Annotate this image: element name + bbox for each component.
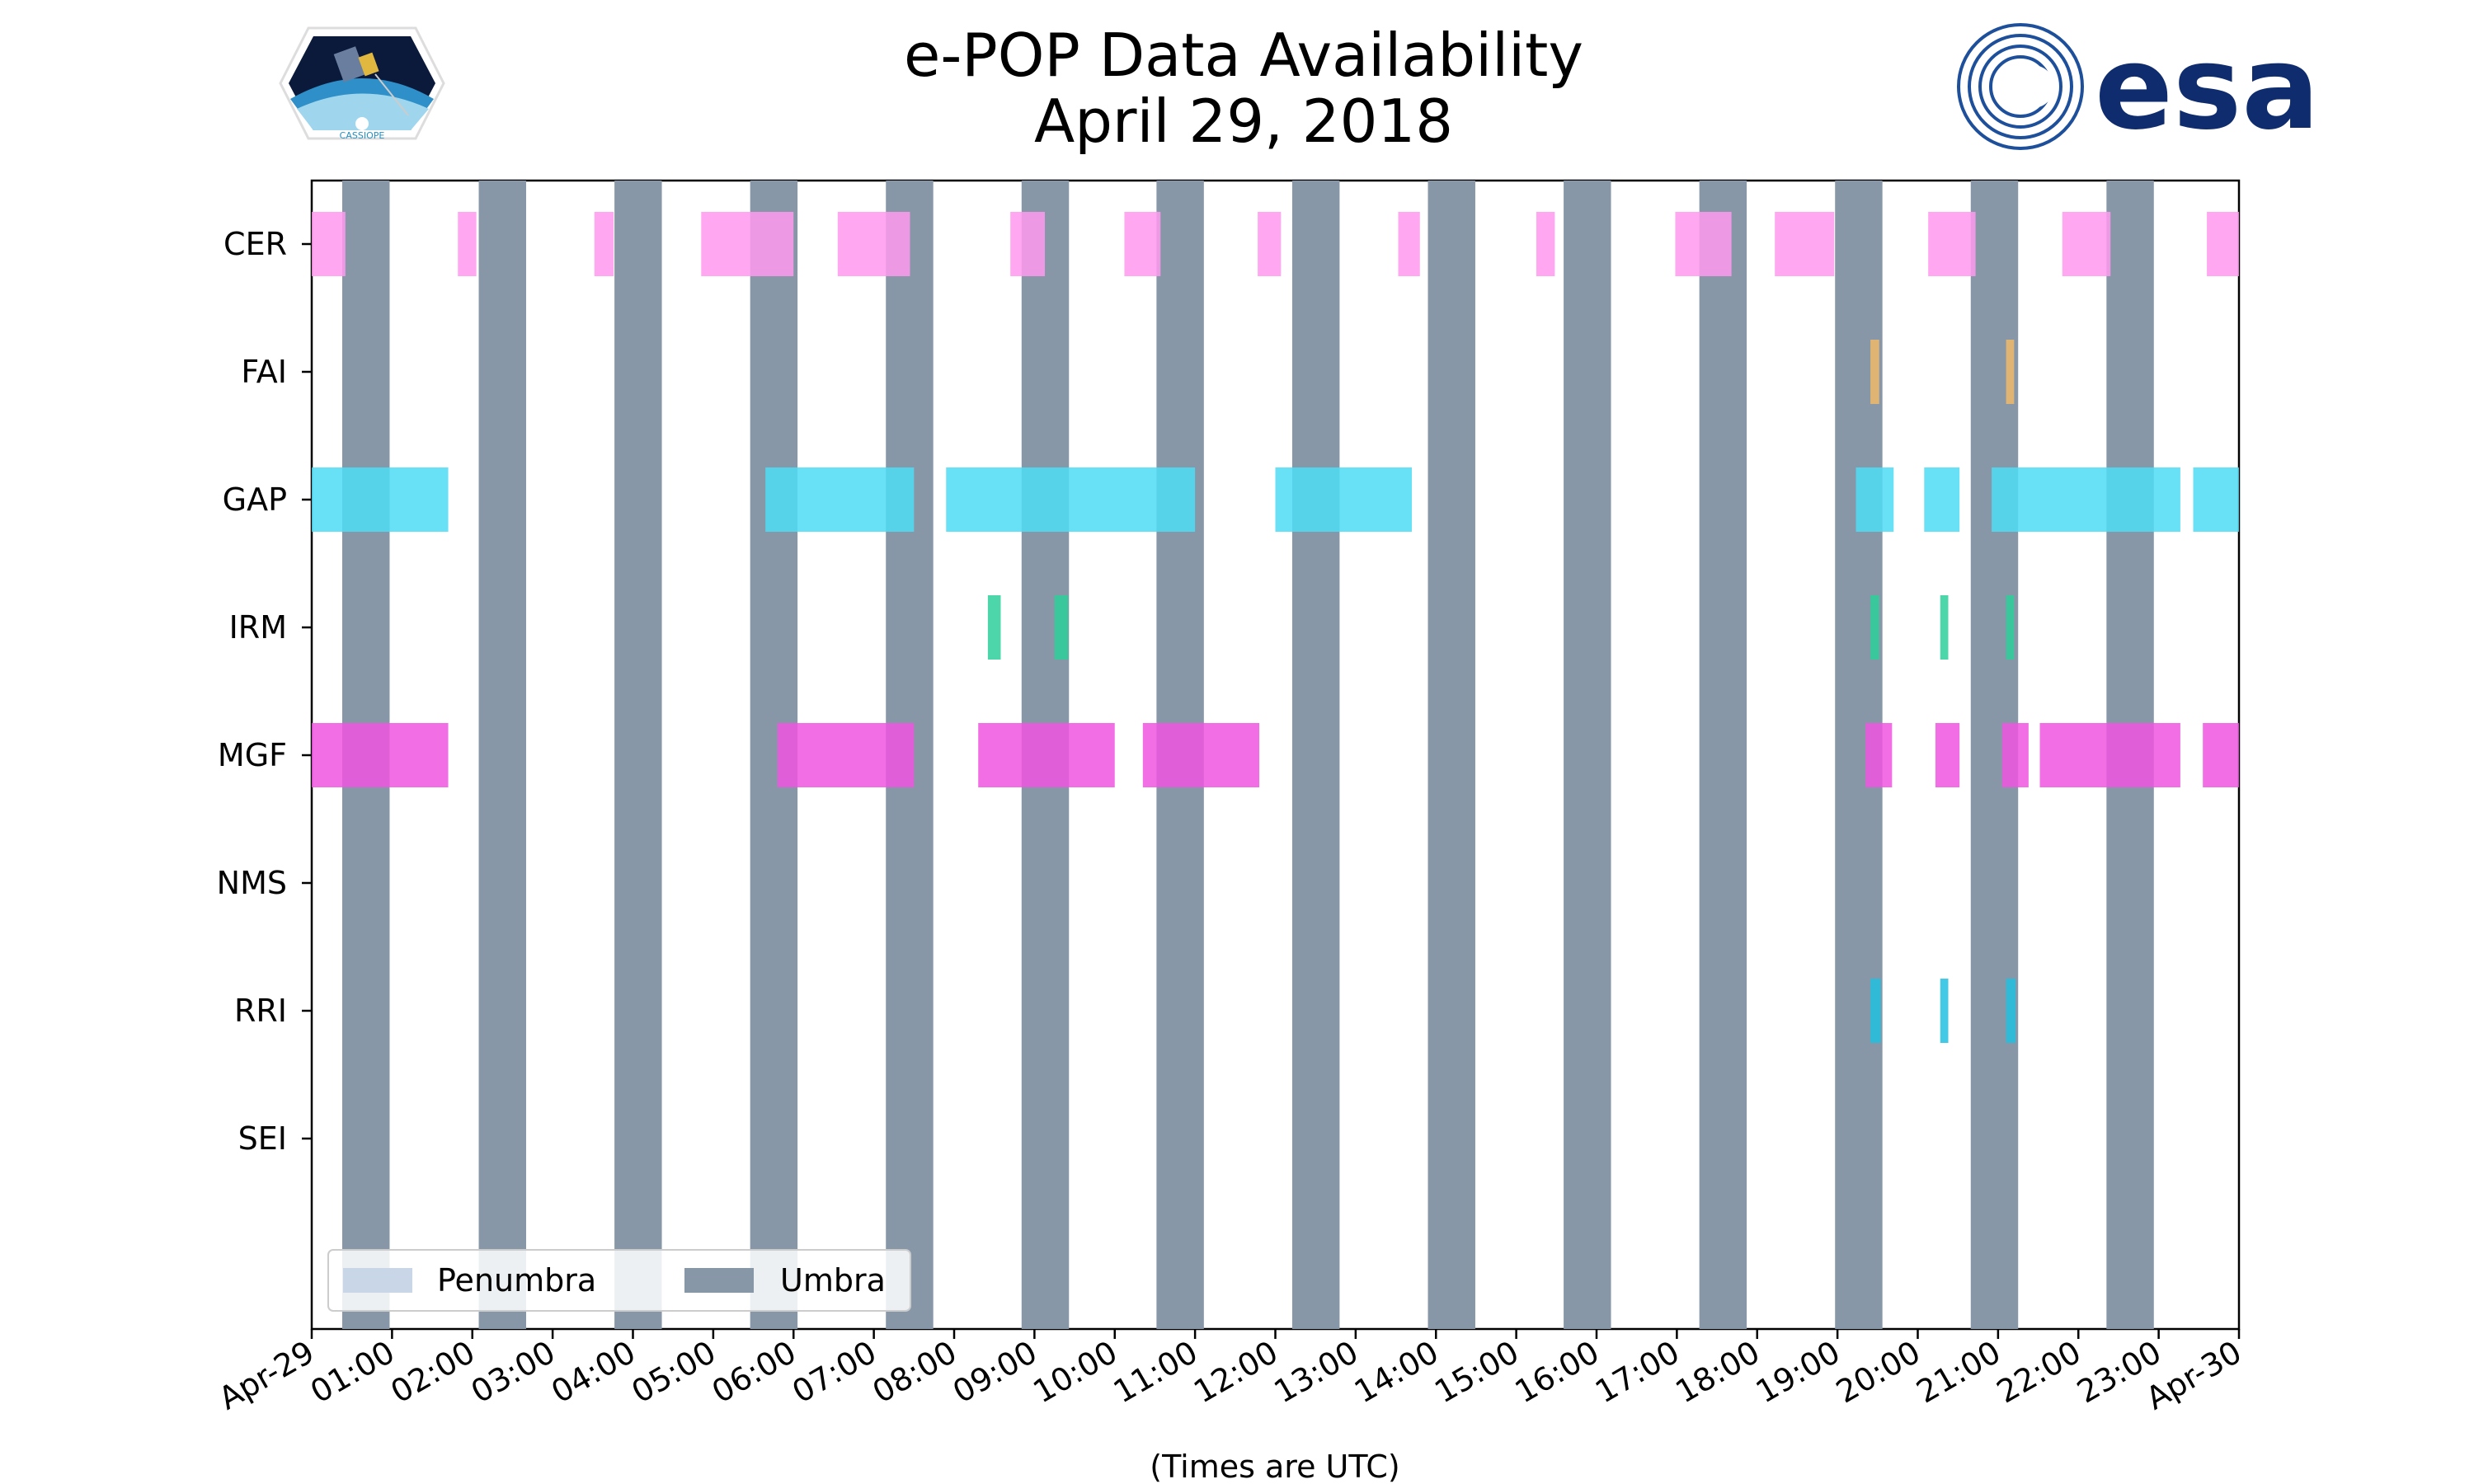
legend-box	[327, 1249, 911, 1312]
x-tick-label: 05:00	[626, 1334, 722, 1411]
availability-bar-cer	[1398, 212, 1420, 276]
x-tick-label: 20:00	[1830, 1334, 1926, 1411]
x-tick-label: 14:00	[1348, 1334, 1445, 1411]
availability-bar-mgf	[978, 723, 1115, 787]
availability-bar-mgf	[777, 723, 915, 787]
x-tick-label: 04:00	[545, 1334, 642, 1411]
availability-bar-rri	[1870, 979, 1881, 1043]
availability-bar-mgf	[2203, 723, 2239, 787]
availability-bar-gap	[1924, 467, 1960, 532]
legend-label-penumbra: Penumbra	[437, 1262, 596, 1298]
x-tick-label: 17:00	[1589, 1334, 1686, 1411]
y-tick-label-fai: FAI	[241, 354, 287, 390]
x-tick-label: 08:00	[867, 1334, 963, 1411]
availability-bar-cer	[1010, 212, 1046, 276]
y-tick-label-mgf: MGF	[218, 737, 287, 773]
availability-bar-cer	[1124, 212, 1161, 276]
umbra-band	[1564, 181, 1611, 1329]
legend: Penumbra Umbra	[327, 1249, 911, 1312]
y-tick-label-cer: CER	[223, 226, 287, 262]
availability-bar-irm	[1870, 595, 1879, 660]
y-tick-label-irm: IRM	[229, 609, 287, 646]
x-axis-label: (Times are UTC)	[1150, 1449, 1399, 1484]
esa-logo: esa	[1957, 21, 2320, 156]
legend-swatch-umbra	[684, 1268, 754, 1293]
availability-bar-mgf	[312, 723, 449, 787]
availability-bar-irm	[2006, 595, 2015, 660]
y-tick-label-nms: NMS	[217, 865, 287, 901]
y-tick-label-gap: GAP	[223, 481, 287, 518]
availability-bar-cer	[594, 212, 614, 276]
x-tick-label: 10:00	[1027, 1334, 1123, 1411]
x-tick-label: 19:00	[1750, 1334, 1846, 1411]
esa-logo-text: esa	[2095, 21, 2320, 156]
x-tick-label: Apr-29	[213, 1334, 321, 1417]
chart-title-line-2: April 29, 2018	[1034, 87, 1453, 156]
x-axis: Apr-2901:0002:0003:0004:0005:0006:0007:0…	[213, 1329, 2248, 1416]
x-tick-label: 21:00	[1911, 1334, 2007, 1411]
x-tick-label: 16:00	[1509, 1334, 1606, 1411]
availability-bar-gap	[765, 467, 915, 532]
availability-bar-gap	[2193, 467, 2239, 532]
availability-bar-fai	[2006, 340, 2015, 404]
availability-bar-gap	[1992, 467, 2180, 532]
availability-bar-irm	[1054, 595, 1069, 660]
availability-bar-gap	[1856, 467, 1894, 532]
umbra-band	[478, 181, 526, 1329]
umbra-band	[1427, 181, 1475, 1329]
availability-bar-cer	[701, 212, 794, 276]
x-tick-label: 02:00	[384, 1334, 481, 1411]
availability-bar-cer	[1536, 212, 1555, 276]
availability-bar-irm	[987, 595, 1001, 660]
availability-bar-cer	[2207, 212, 2239, 276]
availability-bar-cer	[458, 212, 477, 276]
x-tick-label: 09:00	[947, 1334, 1043, 1411]
x-tick-label: 13:00	[1268, 1334, 1365, 1411]
availability-bar-mgf	[2001, 723, 2029, 787]
availability-bar-mgf	[1865, 723, 1893, 787]
umbra-band	[614, 181, 662, 1329]
legend-label-umbra: Umbra	[780, 1262, 886, 1298]
y-axis: CER FAI GAP IRM MGF NMS RRI SEI	[217, 226, 312, 1157]
availability-bar-cer	[837, 212, 910, 276]
bars-layer	[312, 212, 2239, 1043]
x-tick-label: 22:00	[1991, 1334, 2087, 1411]
availability-bar-gap	[312, 467, 449, 532]
availability-bar-cer	[1775, 212, 1835, 276]
x-tick-label: 06:00	[706, 1334, 802, 1411]
legend-swatch-penumbra	[343, 1268, 412, 1293]
umbra-band	[1699, 181, 1747, 1329]
availability-bar-fai	[1870, 340, 1879, 404]
availability-bar-cer	[312, 212, 346, 276]
cassiope-logo: CASSIOPE	[279, 26, 445, 141]
x-tick-label: 07:00	[786, 1334, 882, 1411]
x-tick-label: 11:00	[1108, 1334, 1204, 1411]
x-tick-label: 15:00	[1428, 1334, 1525, 1411]
availability-bar-rri	[1940, 979, 1949, 1043]
x-tick-label: 18:00	[1669, 1334, 1766, 1411]
y-tick-label-sei: SEI	[238, 1120, 287, 1157]
y-tick-label-rri: RRI	[234, 993, 287, 1029]
availability-bar-cer	[2062, 212, 2111, 276]
availability-bar-cer	[1258, 212, 1282, 276]
availability-bar-irm	[1940, 595, 1949, 660]
availability-bar-gap	[1275, 467, 1413, 532]
availability-bar-cer	[1928, 212, 1976, 276]
availability-bar-cer	[1675, 212, 1732, 276]
umbra-band	[1291, 181, 1340, 1329]
chart-title-line-1: e-POP Data Availability	[904, 21, 1583, 90]
x-tick-label: 03:00	[465, 1334, 562, 1411]
availability-bar-mgf	[1142, 723, 1260, 787]
x-tick-label: 12:00	[1188, 1334, 1284, 1411]
availability-bar-rri	[2006, 979, 2016, 1043]
availability-bar-mgf	[1935, 723, 1960, 787]
cassiope-logo-caption: CASSIOPE	[340, 130, 385, 141]
availability-bar-gap	[946, 467, 1196, 532]
availability-bar-mgf	[2039, 723, 2180, 787]
x-tick-label: 01:00	[304, 1334, 401, 1411]
